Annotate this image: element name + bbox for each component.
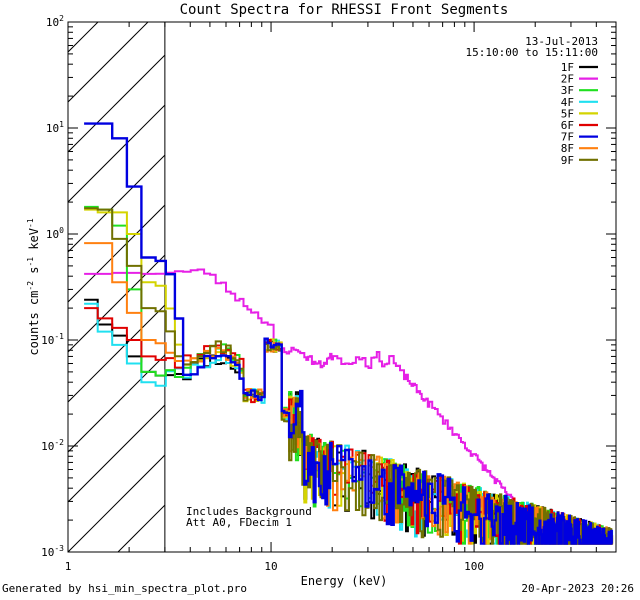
y-tick-label: 102 — [46, 14, 64, 29]
footer-generated-by: Generated by hsi_min_spectra_plot.pro — [2, 582, 248, 595]
hatch-line — [68, 22, 149, 103]
date-label: 13-Jul-2013 — [525, 35, 598, 48]
legend-label-7f: 7F — [561, 131, 574, 144]
time-range-label: 15:10:00 to 15:11:00 — [466, 46, 598, 59]
x-tick-label: 1 — [65, 560, 72, 573]
background-note: Includes Background — [186, 505, 312, 518]
y-tick-label: 101 — [46, 120, 64, 135]
legend-label-2f: 2F — [561, 73, 574, 86]
y-tick-label: 100 — [46, 226, 64, 241]
axes: 1 10 100 10-3 10-2 10-1 100 101 102 — [41, 14, 617, 573]
attenuator-note: Att A0, FDecim 1 — [186, 516, 292, 529]
y-tick-label: 10-1 — [41, 332, 64, 347]
legend-label-5f: 5F — [561, 107, 574, 120]
hatch-line — [618, 0, 640, 552]
legend-label-3f: 3F — [561, 84, 574, 97]
y-tick-label: 10-3 — [41, 544, 64, 559]
x-tick-label: 100 — [464, 560, 484, 573]
footer-timestamp: 20-Apr-2023 20:26 — [521, 582, 634, 595]
hatch-line — [68, 22, 99, 53]
x-axis-label: Energy (keV) — [301, 574, 388, 588]
x-tick-label: 10 — [264, 560, 277, 573]
y-tick-label: 10-2 — [41, 438, 64, 453]
plot-frame — [67, 21, 617, 553]
series-line-7f — [84, 122, 613, 545]
series-layer — [84, 122, 614, 545]
hatch-mask — [164, 22, 616, 552]
legend-label-4f: 4F — [561, 96, 574, 109]
legend-label-1f: 1F — [561, 61, 574, 74]
chart-title: Count Spectra for RHESSI Front Segments — [180, 2, 509, 18]
y-axis-label: counts cm-2 s-1 keV-1 — [26, 218, 41, 355]
hatched-region — [68, 0, 640, 552]
legend-label-8f: 8F — [561, 142, 574, 155]
legend-label-6f: 6F — [561, 119, 574, 132]
legend-label-9f: 9F — [561, 154, 574, 167]
